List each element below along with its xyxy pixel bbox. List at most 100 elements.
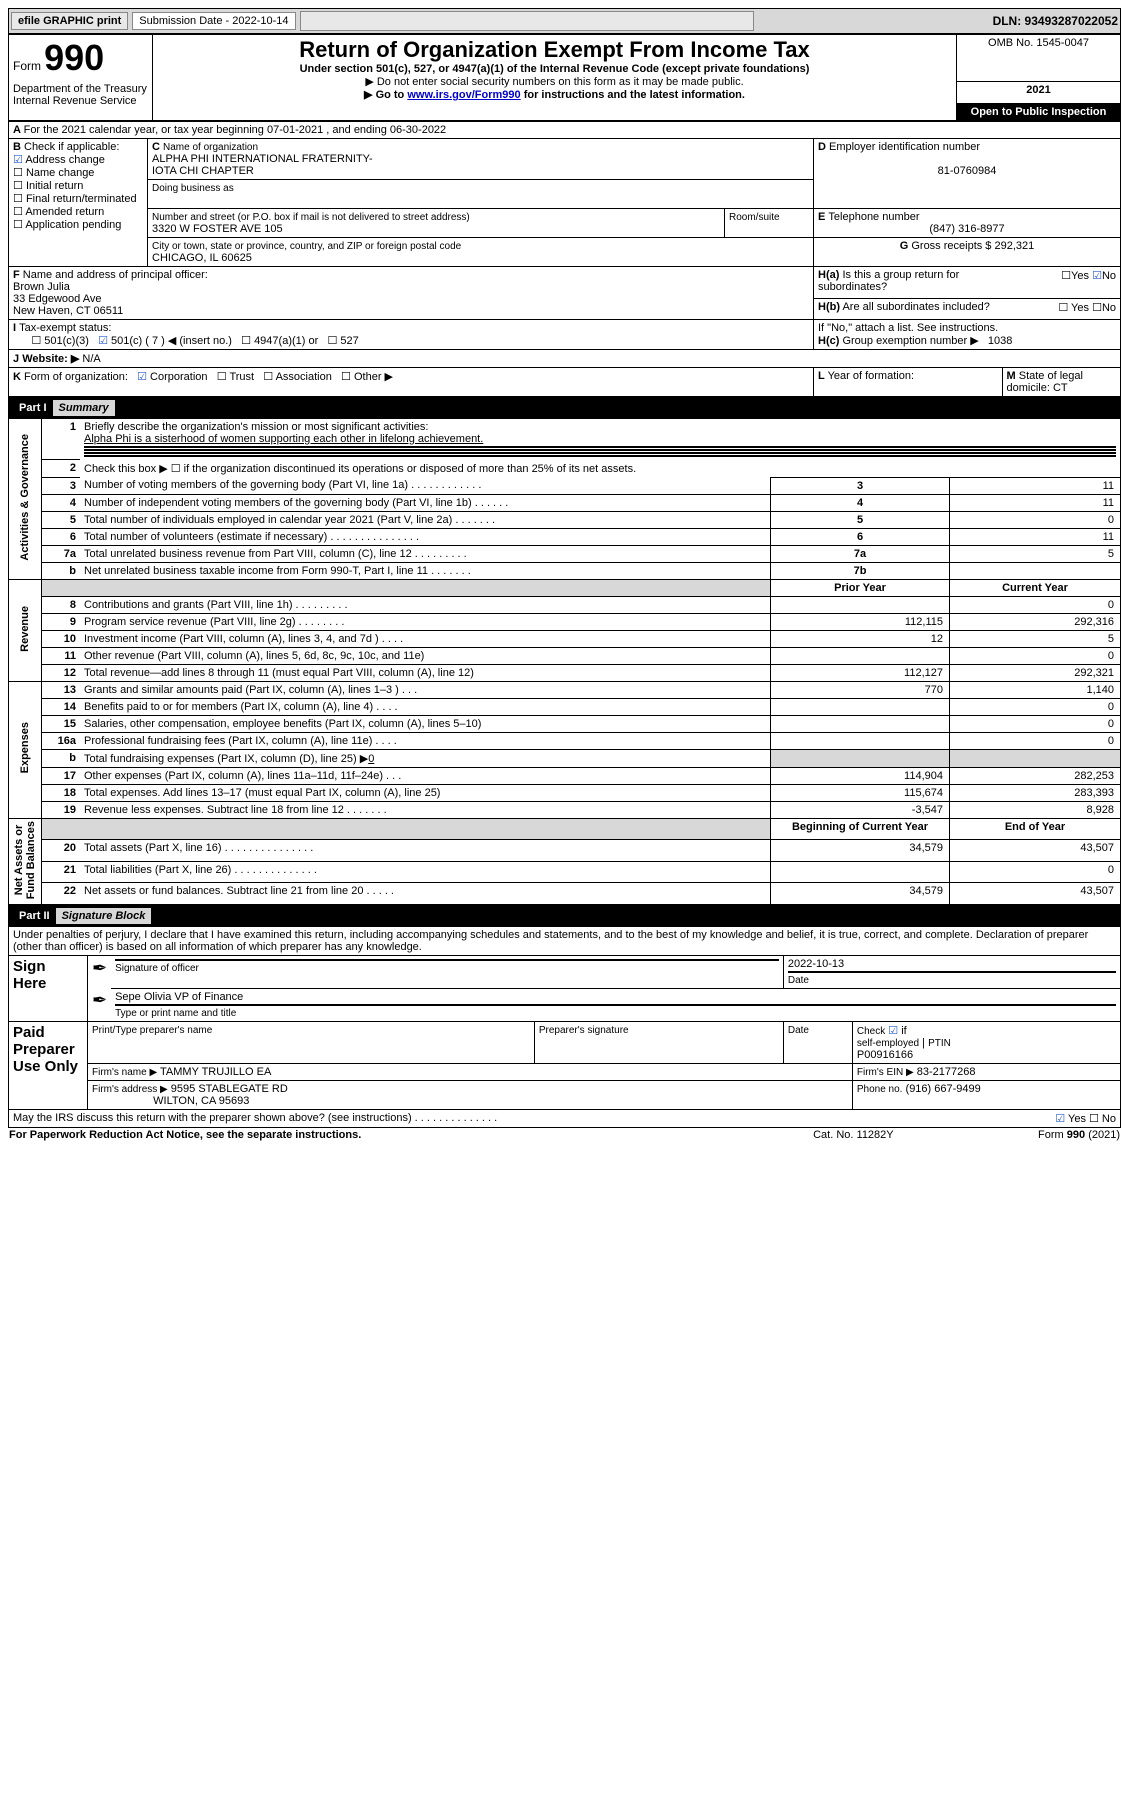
- line13-current: 1,140: [950, 681, 1121, 698]
- line9-text: Program service revenue (Part VIII, line…: [80, 613, 771, 630]
- phone-label: Telephone number: [828, 211, 919, 223]
- assoc-check[interactable]: ☐: [263, 370, 273, 383]
- line11-text: Other revenue (Part VIII, column (A), li…: [80, 647, 771, 664]
- line15-prior: [771, 715, 950, 732]
- line17-text: Other expenses (Part IX, column (A), lin…: [80, 767, 771, 784]
- discuss-no[interactable]: ☐: [1089, 1112, 1099, 1125]
- goto-prefix: ▶ Go to: [364, 89, 407, 101]
- line19-text: Revenue less expenses. Subtract line 18 …: [80, 801, 771, 818]
- application-pending-check[interactable]: ☐: [13, 218, 23, 231]
- line22-current: 43,507: [950, 883, 1121, 905]
- 4947-check[interactable]: ☐: [241, 334, 251, 347]
- line14-text: Benefits paid to or for members (Part IX…: [80, 698, 771, 715]
- assoc-label: Association: [276, 371, 332, 383]
- efile-print-button[interactable]: efile GRAPHIC print: [11, 12, 128, 30]
- 527-label: 527: [340, 335, 358, 347]
- ha-yes[interactable]: ☐: [1061, 269, 1071, 282]
- trust-label: Trust: [229, 371, 254, 383]
- hc-label: Group exemption number ▶: [842, 335, 978, 347]
- form-number: 990: [44, 37, 104, 78]
- open-inspection: Open to Public Inspection: [957, 103, 1121, 120]
- city-value: CHICAGO, IL 60625: [152, 252, 252, 264]
- blank-field: [300, 11, 754, 31]
- ptin-value: P00916166: [857, 1049, 913, 1061]
- line13-prior: 770: [771, 681, 950, 698]
- sign-here-label: Sign Here: [9, 955, 88, 1021]
- line21-current: 0: [950, 861, 1121, 883]
- paid-preparer-label: Paid Preparer Use Only: [9, 1021, 88, 1109]
- initial-return-check[interactable]: ☐: [13, 179, 23, 192]
- 501c3-check[interactable]: ☐: [31, 334, 41, 347]
- amended-return-check[interactable]: ☐: [13, 205, 23, 218]
- part1-header: Part I: [13, 400, 53, 416]
- street-label: Number and street (or P.O. box if mail i…: [152, 212, 470, 223]
- line21-prior: [771, 861, 950, 883]
- mission-text: Alpha Phi is a sisterhood of women suppo…: [84, 433, 483, 445]
- org-name: ALPHA PHI INTERNATIONAL FRATERNITY- IOTA…: [152, 153, 373, 177]
- line13-text: Grants and similar amounts paid (Part IX…: [80, 681, 771, 698]
- tax-status-label: Tax-exempt status:: [19, 322, 111, 334]
- firm-addr-label: Firm's address ▶: [92, 1084, 168, 1095]
- self-employed-check[interactable]: ☑: [888, 1024, 898, 1037]
- sig-date-label: Date: [788, 975, 809, 986]
- line12-current: 292,321: [950, 664, 1121, 681]
- ha-no[interactable]: ☑: [1092, 269, 1102, 282]
- form-prefix: Form: [13, 59, 41, 73]
- officer-addr1: 33 Edgewood Ave: [13, 293, 101, 305]
- 501c-check[interactable]: ☑: [98, 334, 108, 347]
- name-change-label: Name change: [26, 167, 95, 179]
- 501c3-label: 501(c)(3): [44, 335, 89, 347]
- cat-number: Cat. No. 11282Y: [765, 1128, 941, 1142]
- line6-value: 11: [950, 528, 1121, 545]
- line12-prior: 112,127: [771, 664, 950, 681]
- line3-value: 11: [950, 477, 1121, 494]
- line11-current: 0: [950, 647, 1121, 664]
- org-name-label: Name of organization: [163, 142, 258, 153]
- amended-return-label: Amended return: [25, 206, 104, 218]
- final-return-label: Final return/terminated: [26, 193, 137, 205]
- 527-check[interactable]: ☐: [327, 334, 337, 347]
- side-expenses: Expenses: [19, 722, 31, 773]
- corp-check[interactable]: ☑: [137, 370, 147, 383]
- current-year-header: Current Year: [950, 579, 1121, 596]
- line16a-text: Professional fundraising fees (Part IX, …: [80, 732, 771, 749]
- prep-sig-label: Preparer's signature: [539, 1025, 629, 1036]
- irs-label: Internal Revenue Service: [13, 95, 148, 107]
- line19-current: 8,928: [950, 801, 1121, 818]
- self-employed-label: self-employed: [857, 1038, 919, 1049]
- line5-value: 0: [950, 511, 1121, 528]
- ha-label: Is this a group return for subordinates?: [818, 269, 959, 293]
- submission-date: Submission Date - 2022-10-14: [132, 12, 295, 30]
- check-if-label: Check: [857, 1026, 885, 1037]
- line15-text: Salaries, other compensation, employee b…: [80, 715, 771, 732]
- may-irs-discuss: May the IRS discuss this return with the…: [13, 1112, 497, 1124]
- dept-treasury: Department of the Treasury: [13, 83, 148, 95]
- perjury-declaration: Under penalties of perjury, I declare th…: [9, 926, 1121, 955]
- ein-label: Employer identification number: [829, 141, 980, 153]
- other-check[interactable]: ☐: [341, 370, 351, 383]
- line8-prior: [771, 596, 950, 613]
- final-return-check[interactable]: ☐: [13, 192, 23, 205]
- line17-prior: 114,904: [771, 767, 950, 784]
- name-change-check[interactable]: ☐: [13, 166, 23, 179]
- firm-addr1: 9595 STABLEGATE RD: [171, 1083, 288, 1095]
- line5-text: Total number of individuals employed in …: [80, 511, 771, 528]
- beginning-year-header: Beginning of Current Year: [771, 818, 950, 840]
- tax-year-range: For the 2021 calendar year, or tax year …: [24, 124, 447, 136]
- officer-label: Name and address of principal officer:: [23, 269, 208, 281]
- discuss-yes[interactable]: ☑: [1055, 1112, 1065, 1125]
- trust-check[interactable]: ☐: [217, 370, 227, 383]
- line22-text: Net assets or fund balances. Subtract li…: [80, 883, 771, 905]
- hb-yes[interactable]: ☐: [1058, 301, 1068, 314]
- line1-label: Briefly describe the organization's miss…: [84, 421, 428, 433]
- hb-no[interactable]: ☐: [1092, 301, 1102, 314]
- line9-prior: 112,115: [771, 613, 950, 630]
- irs-link[interactable]: www.irs.gov/Form990: [407, 89, 520, 101]
- line14-prior: [771, 698, 950, 715]
- line21-text: Total liabilities (Part X, line 26) . . …: [80, 861, 771, 883]
- line20-current: 43,507: [950, 840, 1121, 862]
- address-change-check[interactable]: ☑: [13, 153, 23, 166]
- ptin-label: PTIN: [928, 1038, 951, 1049]
- line10-prior: 12: [771, 630, 950, 647]
- line7b-text: Net unrelated business taxable income fr…: [80, 562, 771, 579]
